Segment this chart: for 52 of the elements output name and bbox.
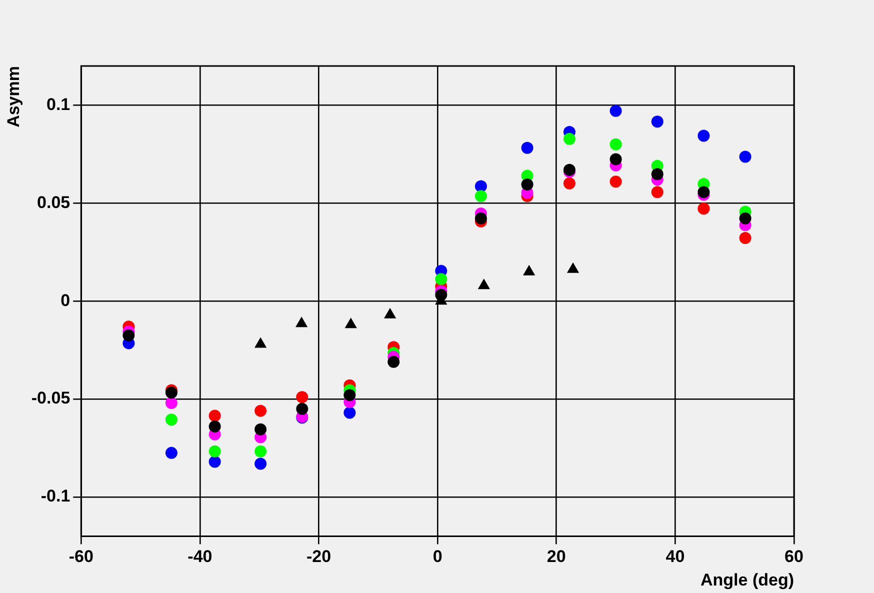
point [739, 212, 752, 224]
y-tick-label: -0.05 [31, 388, 70, 408]
point [698, 186, 710, 198]
point [698, 202, 710, 215]
point [610, 176, 622, 188]
point [474, 190, 487, 202]
point [610, 153, 622, 166]
point [344, 389, 356, 402]
point [651, 168, 664, 180]
point [254, 423, 267, 436]
point [563, 132, 576, 145]
point [165, 396, 178, 409]
point [254, 404, 267, 417]
point [610, 138, 622, 150]
y-axis-title: Asymm [4, 66, 23, 128]
x-tick-label: -40 [188, 547, 212, 566]
point [739, 150, 752, 163]
point [474, 212, 487, 224]
x-tick-label: 60 [784, 547, 804, 566]
point [521, 142, 534, 154]
point [651, 116, 664, 128]
point [208, 420, 221, 432]
point [208, 456, 221, 468]
point [435, 273, 448, 286]
point [165, 446, 178, 459]
point [254, 458, 267, 470]
point [208, 445, 221, 458]
y-tick-label: -0.1 [40, 486, 70, 506]
x-tick-label: -20 [306, 547, 332, 566]
point [651, 186, 664, 198]
point [698, 130, 710, 142]
point [165, 414, 178, 426]
point [610, 104, 622, 117]
x-tick-label: -60 [68, 547, 94, 566]
point [296, 391, 308, 404]
point [521, 178, 534, 191]
point [208, 410, 221, 422]
point [122, 329, 135, 342]
point [165, 386, 178, 399]
point [254, 445, 267, 458]
point [388, 356, 400, 368]
x-axis-title: Angle (deg) [700, 570, 794, 590]
y-tick-label: 0 [60, 290, 70, 310]
point [344, 406, 356, 419]
point [739, 232, 752, 244]
x-tick-label: 0 [432, 547, 442, 566]
y-tick-label: 0.05 [37, 192, 70, 212]
x-tick-label: 40 [666, 547, 685, 566]
point [296, 402, 308, 415]
y-tick-label: 0.1 [46, 94, 70, 114]
point [563, 177, 576, 190]
x-tick-label: 20 [546, 547, 566, 566]
